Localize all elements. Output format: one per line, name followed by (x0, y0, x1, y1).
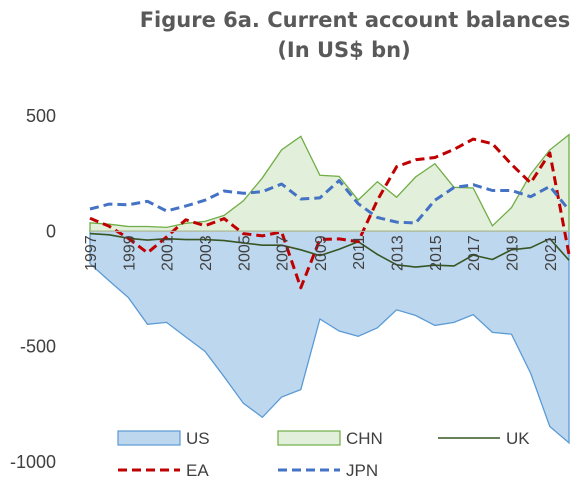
legend-item-ea: EA (118, 461, 209, 480)
series-area-chn (89, 133, 570, 232)
legend-label: JPN (346, 461, 378, 480)
x-tick-label: 1999 (121, 235, 138, 271)
y-axis-ticks: 500 0 -500 -1000 (10, 106, 56, 472)
y-tick-label: -500 (20, 337, 56, 357)
line-series-group (89, 137, 571, 290)
y-tick-label: -1000 (10, 452, 56, 472)
x-tick-label: 2009 (313, 235, 330, 271)
series-area-us (89, 230, 570, 445)
x-tick-label: 2001 (160, 235, 177, 271)
x-tick-label: 2005 (236, 235, 253, 271)
series-line-jpn (89, 179, 571, 225)
x-tick-label: 2017 (466, 235, 483, 271)
legend-item-chn: CHN (277, 429, 383, 448)
x-tick-label: 2013 (390, 235, 407, 271)
chart-subtitle: (In US$ bn) (277, 38, 410, 62)
legend: US CHN UK EA JPN (117, 429, 530, 480)
x-tick-label: 1997 (83, 235, 100, 271)
legend-label: EA (186, 461, 209, 480)
x-axis-ticks: 1997 1999 2001 2003 2005 2007 2009 2011 2013 2015… (83, 235, 560, 271)
series-line-uk (89, 232, 570, 268)
x-tick-label: 2021 (543, 235, 560, 271)
y-tick-label: 500 (26, 106, 56, 126)
chart-title: Figure 6a. Current account balances (140, 8, 571, 32)
x-tick-label: 2015 (428, 235, 445, 271)
x-tick-label: 2011 (351, 235, 368, 270)
legend-label: US (186, 429, 210, 448)
y-tick-label: 0 (46, 221, 56, 241)
x-tick-label: 2007 (275, 235, 292, 271)
legend-swatch (117, 430, 181, 446)
area-series-group (89, 133, 570, 445)
legend-item-uk: UK (438, 429, 530, 448)
legend-label: CHN (346, 429, 383, 448)
x-tick-label: 2019 (505, 235, 522, 271)
legend-item-jpn: JPN (278, 461, 378, 480)
legend-item-us: US (117, 429, 210, 448)
x-tick-label: 2003 (198, 235, 215, 271)
legend-swatch (277, 430, 341, 446)
legend-label: UK (506, 429, 530, 448)
series-line-ea (89, 137, 571, 290)
